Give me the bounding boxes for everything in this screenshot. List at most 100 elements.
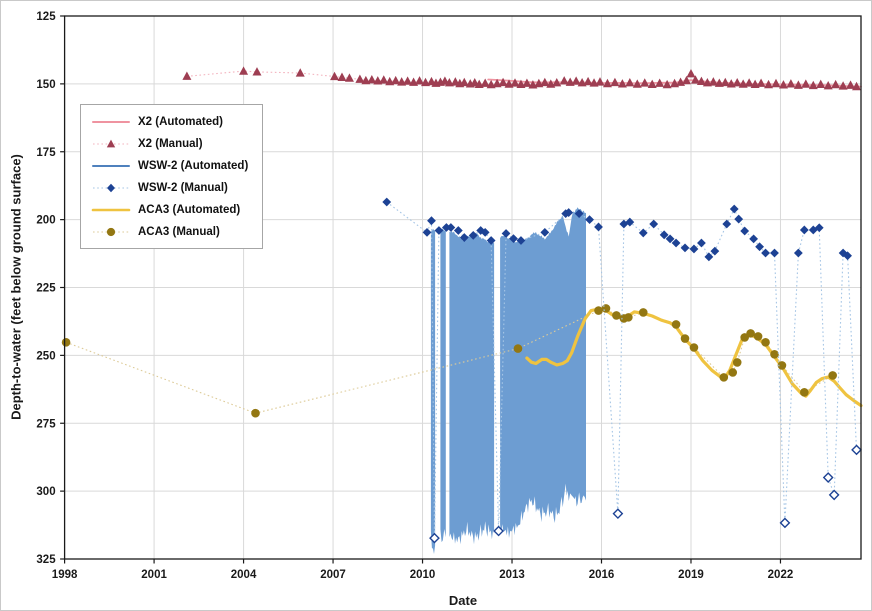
- data-point: [761, 338, 770, 347]
- data-point: [770, 248, 779, 258]
- data-point: [828, 371, 837, 380]
- data-point: [793, 80, 803, 89]
- data-point: [379, 75, 389, 84]
- data-point: [355, 74, 365, 83]
- data-point: [295, 68, 305, 77]
- legend-item-wsw2-auto: WSW-2 (Automated): [91, 158, 248, 173]
- x-tick-label: 2001: [141, 569, 167, 581]
- data-point: [686, 69, 696, 78]
- data-point: [732, 77, 742, 87]
- data-point: [753, 332, 763, 341]
- x-tick-label: 2016: [589, 569, 615, 581]
- y-axis-title: Depth-to-water (feet below ground surfac…: [8, 154, 24, 420]
- legend-swatch-wsw2-manual: [93, 183, 129, 192]
- data-point: [665, 234, 675, 244]
- data-point: [540, 77, 550, 87]
- data-point: [638, 228, 648, 238]
- data-point: [382, 197, 392, 207]
- data-point: [459, 233, 469, 242]
- data-point: [689, 244, 699, 254]
- legend-swatch-aca3-auto: [91, 208, 131, 211]
- data-point: [756, 78, 766, 87]
- data-point: [852, 81, 862, 91]
- legend-label: ACA3 (Manual): [138, 225, 220, 238]
- data-point: [434, 226, 444, 235]
- data-point: [540, 227, 550, 237]
- data-point: [559, 76, 569, 85]
- data-point: [625, 217, 635, 227]
- data-point: [510, 78, 520, 87]
- series-x2-manual: [182, 66, 862, 91]
- data-point: [468, 230, 478, 240]
- legend-item-x2-auto: X2 (Automated): [91, 114, 248, 129]
- legend-label: WSW-2 (Manual): [138, 181, 228, 194]
- data-point: [680, 334, 690, 343]
- data-point: [574, 209, 584, 219]
- x-axis-ticks: 1998 2001 2004 2007 2010 2013 2016 2019 2022: [52, 559, 793, 581]
- data-point: [729, 204, 739, 214]
- data-point: [764, 79, 774, 89]
- data-point: [801, 79, 811, 88]
- x-tick-label: 2013: [499, 569, 525, 581]
- data-point: [601, 304, 611, 313]
- legend-item-aca3-manual: ACA3 (Manual): [91, 224, 248, 239]
- data-point: [429, 532, 440, 544]
- data-point: [552, 77, 562, 87]
- data-point: [647, 79, 657, 89]
- data-point: [486, 236, 496, 245]
- series-wsw2-automated: [430, 207, 586, 554]
- x-tick-label: 1998: [52, 569, 78, 581]
- data-point: [493, 525, 504, 537]
- data-point: [746, 329, 755, 338]
- data-point: [182, 71, 192, 80]
- data-point: [624, 313, 633, 322]
- data-point: [655, 78, 665, 87]
- x-tick-label: 2004: [231, 569, 257, 581]
- data-point: [822, 472, 834, 483]
- data-point: [501, 229, 511, 238]
- data-point: [330, 71, 340, 81]
- data-point: [728, 368, 738, 377]
- data-point: [828, 489, 840, 501]
- data-point: [522, 78, 532, 87]
- data-point: [625, 77, 635, 87]
- data-point: [689, 343, 699, 352]
- data-point: [337, 72, 347, 81]
- y-tick-label: 200: [36, 215, 55, 227]
- data-point: [480, 227, 490, 237]
- data-point: [344, 73, 354, 82]
- legend: X2 (Automated) X2 (Manual) WSW-2 (Automate…: [80, 104, 264, 249]
- y-tick-label: 300: [36, 486, 55, 498]
- data-point: [610, 77, 620, 87]
- data-point: [710, 246, 720, 256]
- data-point: [649, 219, 659, 229]
- data-point: [239, 66, 249, 75]
- data-point: [708, 77, 718, 86]
- data-point: [682, 75, 692, 85]
- data-point: [403, 76, 413, 85]
- data-point: [459, 77, 469, 87]
- data-point: [659, 230, 669, 240]
- x-tick-label: 2019: [678, 569, 704, 581]
- y-tick-label: 150: [36, 79, 55, 91]
- data-point: [632, 79, 642, 88]
- data-point: [734, 214, 744, 224]
- data-point: [814, 223, 824, 233]
- data-point: [831, 79, 841, 89]
- data-point: [786, 79, 796, 88]
- data-point: [509, 234, 518, 244]
- x-axis-title: Date: [448, 593, 478, 608]
- data-point: [732, 358, 742, 367]
- data-point: [719, 373, 729, 382]
- data-point: [851, 444, 862, 456]
- legend-label: X2 (Manual): [138, 137, 203, 150]
- data-point: [744, 78, 754, 87]
- legend-item-x2-manual: X2 (Manual): [91, 136, 248, 151]
- data-point: [61, 338, 71, 347]
- data-point: [838, 81, 848, 90]
- series-wsw2-manual: [382, 197, 862, 544]
- data-point: [640, 78, 650, 87]
- data-point: [680, 243, 690, 253]
- y-tick-label: 225: [36, 283, 56, 295]
